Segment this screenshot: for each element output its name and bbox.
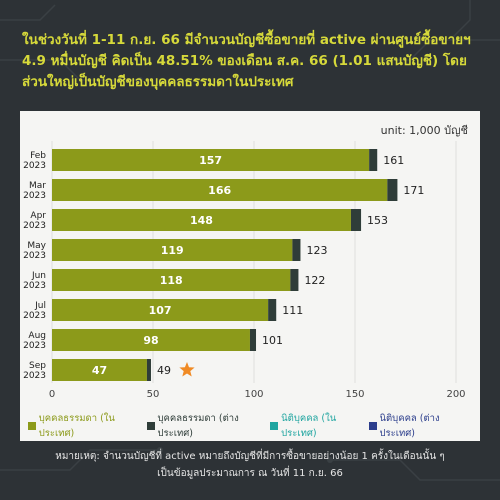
bar-value-label: 47 (92, 364, 107, 377)
bar-segment (268, 299, 277, 321)
bar-value-label: 98 (143, 334, 158, 347)
footnote: หมายเหตุ: จำนวนบัญชีที่ active หมายถึงบั… (0, 448, 500, 482)
legend-item: นิติบุคคล (ต่างประเทศ) (368, 411, 472, 441)
bar-segment (350, 209, 362, 231)
bar-total-label: 122 (304, 274, 325, 287)
bar-segment (52, 179, 388, 201)
bar-value-label: 157 (199, 154, 222, 167)
category-label: Mar (29, 181, 46, 191)
category-label: Aug (28, 331, 46, 341)
bar-segment (146, 359, 151, 381)
bar-segment (52, 239, 293, 261)
category-label: 2023 (23, 371, 46, 381)
bar-total-label: 101 (262, 334, 283, 347)
bar-segment (369, 149, 378, 171)
category-label: 2023 (23, 161, 46, 171)
star-icon (179, 362, 195, 377)
bar-value-label: 107 (149, 304, 172, 317)
legend-swatch (146, 422, 155, 430)
bar-segment (290, 269, 299, 291)
x-tick-label: 0 (49, 389, 55, 400)
x-tick-label: 100 (244, 389, 263, 400)
bar-segment (52, 209, 351, 231)
legend-label: นิติบุคคล (ต่างประเทศ) (379, 413, 440, 439)
category-label: Feb (30, 151, 46, 161)
bar-segment (292, 239, 301, 261)
chart-card: unit: 1,000 บัญชี Feb 2023 157 161 Mar 2023 16… (20, 111, 480, 441)
bar-total-label: 171 (403, 184, 424, 197)
legend-label: บุคคลธรรมดา (ต่างประเทศ) (157, 413, 239, 439)
category-label: Sep (29, 361, 46, 371)
x-tick-label: 200 (446, 389, 465, 400)
category-label: Jul (34, 301, 46, 311)
bar-total-label: 123 (306, 244, 327, 257)
bar-value-label: 118 (160, 274, 183, 287)
category-label: 2023 (23, 221, 46, 231)
unit-label: unit: 1,000 บัญชี (380, 124, 468, 137)
bar-total-label: 153 (367, 214, 388, 227)
footnote-line-2: เป็นข้อมูลประมาณการ ณ วันที่ 11 ก.ย. 66 (157, 468, 343, 479)
bar-segment (52, 359, 147, 381)
legend-swatch (28, 422, 36, 430)
bar-segment (52, 269, 291, 291)
bar-total-label: 49 (157, 364, 171, 377)
bar-segment (387, 179, 398, 201)
bar-value-label: 166 (208, 184, 231, 197)
legend-label: บุคคลธรรมดา (ในประเทศ) (38, 413, 115, 439)
bar-value-label: 148 (190, 214, 213, 227)
bar-value-label: 119 (161, 244, 184, 257)
legend-label: นิติบุคคล (ในประเทศ) (281, 413, 337, 439)
bar-segment (52, 149, 370, 171)
category-label: 2023 (23, 251, 46, 261)
legend-item: นิติบุคคล (ในประเทศ) (270, 411, 368, 441)
bar-total-label: 161 (383, 154, 404, 167)
legend-item: บุคคลธรรมดา (ต่างประเทศ) (146, 411, 271, 441)
footnote-line-1: หมายเหตุ: จำนวนบัญชีที่ active หมายถึงบั… (55, 451, 445, 462)
category-label: 2023 (23, 341, 46, 351)
category-label: 2023 (23, 311, 46, 321)
x-tick-label: 150 (345, 389, 364, 400)
category-label: 2023 (23, 191, 46, 201)
chart-legend: บุคคลธรรมดา (ในประเทศ) บุคคลธรรมดา (ต่างป… (20, 413, 480, 439)
bar-segment (52, 329, 250, 351)
legend-swatch (270, 422, 279, 430)
category-label: Apr (30, 211, 46, 221)
bar-total-label: 111 (282, 304, 303, 317)
headline: ในช่วงวันที่ 1-11 ก.ย. 66 มีจำนวนบัญชีซื… (22, 32, 471, 90)
category-label: 2023 (23, 281, 46, 291)
bar-segment (249, 329, 257, 351)
x-tick-label: 50 (147, 389, 160, 400)
category-label: Jun (31, 271, 46, 281)
bar-segment (52, 299, 269, 321)
legend-item: บุคคลธรรมดา (ในประเทศ) (28, 411, 147, 441)
category-label: May (27, 241, 46, 251)
legend-swatch (368, 422, 377, 430)
